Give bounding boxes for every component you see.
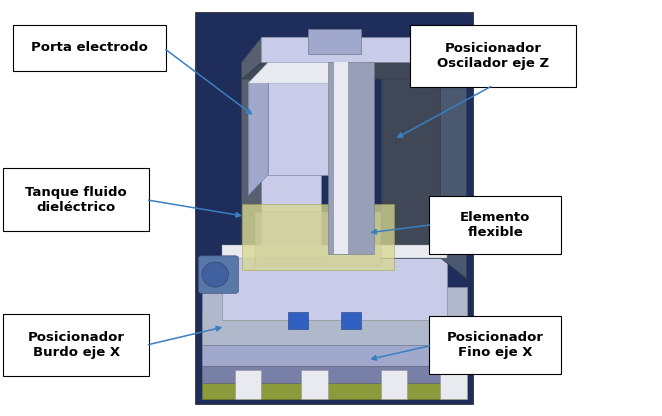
Polygon shape [261,37,440,62]
Polygon shape [242,204,394,270]
FancyBboxPatch shape [195,12,473,404]
FancyBboxPatch shape [429,196,561,254]
Polygon shape [248,62,367,83]
Polygon shape [381,50,440,258]
FancyBboxPatch shape [235,370,261,399]
Text: Posicionador
Burdo eje X: Posicionador Burdo eje X [28,331,124,359]
FancyBboxPatch shape [13,25,166,71]
FancyBboxPatch shape [3,168,149,231]
FancyBboxPatch shape [301,370,328,399]
Polygon shape [248,62,268,196]
Polygon shape [440,50,467,279]
Polygon shape [202,345,467,370]
FancyBboxPatch shape [3,314,149,376]
FancyBboxPatch shape [199,256,238,293]
Text: Posicionador
Fino eje X: Posicionador Fino eje X [447,331,544,359]
Polygon shape [242,37,261,287]
Polygon shape [222,245,447,258]
FancyBboxPatch shape [429,316,561,374]
Polygon shape [255,212,381,266]
Polygon shape [202,366,467,383]
Text: Porta electrodo: Porta electrodo [31,41,148,54]
Text: Tanque fluido
dieléctrico: Tanque fluido dieléctrico [25,186,127,214]
Polygon shape [222,245,447,320]
FancyBboxPatch shape [381,370,407,399]
FancyBboxPatch shape [341,312,361,329]
FancyBboxPatch shape [288,312,308,329]
Polygon shape [202,287,467,362]
Polygon shape [328,62,374,254]
Polygon shape [334,62,348,254]
Polygon shape [202,312,467,399]
FancyBboxPatch shape [410,25,576,87]
Polygon shape [268,62,367,175]
FancyBboxPatch shape [440,370,467,399]
Text: Elemento
flexible: Elemento flexible [460,210,530,239]
Ellipse shape [202,262,228,287]
Polygon shape [261,37,321,258]
Polygon shape [242,62,467,79]
Polygon shape [308,29,361,54]
Text: Posicionador
Oscilador eje Z: Posicionador Oscilador eje Z [437,42,549,70]
